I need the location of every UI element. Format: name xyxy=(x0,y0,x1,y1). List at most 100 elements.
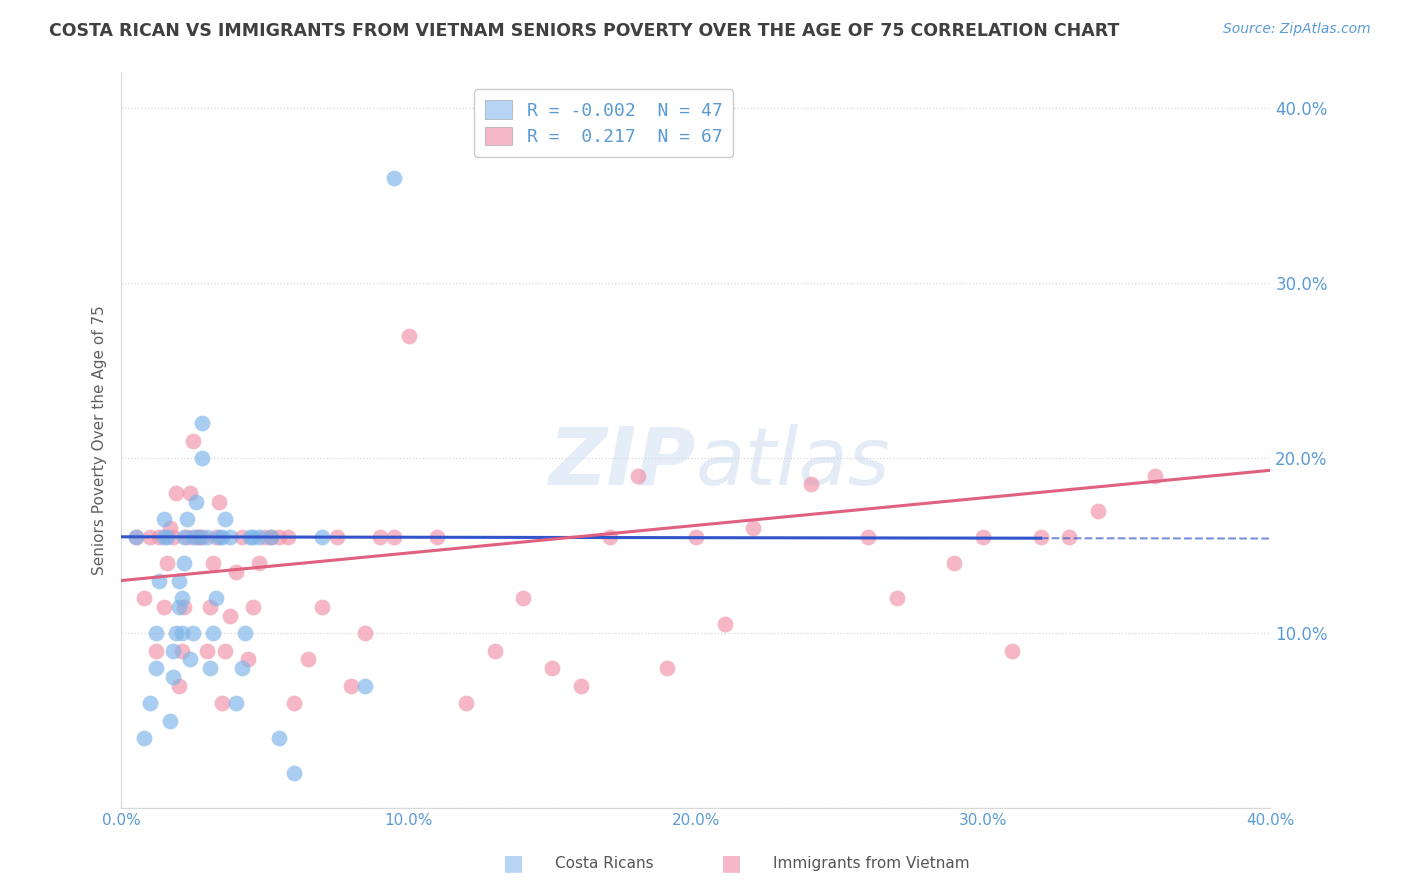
Point xyxy=(197,530,219,544)
Point xyxy=(225,565,247,579)
Point xyxy=(219,608,242,623)
Point xyxy=(253,530,276,544)
Point xyxy=(214,643,236,657)
Point xyxy=(231,661,253,675)
Point xyxy=(139,530,162,544)
Point xyxy=(742,521,765,535)
Point xyxy=(247,530,270,544)
Point xyxy=(856,530,879,544)
Point xyxy=(170,591,193,605)
Point xyxy=(233,626,256,640)
Point xyxy=(1029,530,1052,544)
Point xyxy=(190,416,212,430)
Point xyxy=(176,512,198,526)
Text: ZIP: ZIP xyxy=(548,424,696,501)
Point xyxy=(205,530,228,544)
Point xyxy=(200,661,222,675)
Point xyxy=(190,530,212,544)
Legend: R = -0.002  N = 47, R =  0.217  N = 67: R = -0.002 N = 47, R = 0.217 N = 67 xyxy=(474,89,734,157)
Point xyxy=(173,530,195,544)
Point xyxy=(205,591,228,605)
Point xyxy=(156,556,179,570)
Point xyxy=(179,486,201,500)
Point xyxy=(211,530,233,544)
Point xyxy=(202,626,225,640)
Point xyxy=(197,643,219,657)
Point xyxy=(170,626,193,640)
Point xyxy=(354,626,377,640)
Point xyxy=(181,530,204,544)
Point xyxy=(187,530,209,544)
Point xyxy=(165,626,187,640)
Point xyxy=(124,530,146,544)
Point xyxy=(311,530,333,544)
Point xyxy=(159,714,181,728)
Point xyxy=(972,530,994,544)
Point xyxy=(340,679,363,693)
Point xyxy=(454,696,477,710)
Point xyxy=(943,556,966,570)
Point xyxy=(148,574,170,588)
Point xyxy=(134,731,156,745)
Point xyxy=(153,530,176,544)
Point xyxy=(208,495,231,509)
Point xyxy=(134,591,156,605)
Point xyxy=(156,530,179,544)
Point xyxy=(173,556,195,570)
Point xyxy=(231,530,253,544)
Point xyxy=(145,626,167,640)
Text: COSTA RICAN VS IMMIGRANTS FROM VIETNAM SENIORS POVERTY OVER THE AGE OF 75 CORREL: COSTA RICAN VS IMMIGRANTS FROM VIETNAM S… xyxy=(49,22,1119,40)
Point xyxy=(1001,643,1024,657)
Point xyxy=(569,679,592,693)
Point xyxy=(200,599,222,614)
Point xyxy=(167,599,190,614)
Point xyxy=(283,766,305,780)
Point xyxy=(297,652,319,666)
Point xyxy=(685,530,707,544)
Point xyxy=(181,626,204,640)
Point xyxy=(1059,530,1081,544)
Point xyxy=(159,521,181,535)
Point xyxy=(1144,468,1167,483)
Text: Costa Ricans: Costa Ricans xyxy=(555,856,654,871)
Point xyxy=(426,530,449,544)
Point xyxy=(208,530,231,544)
Text: atlas: atlas xyxy=(696,424,890,501)
Point xyxy=(167,679,190,693)
Point xyxy=(259,530,281,544)
Point xyxy=(541,661,564,675)
Point xyxy=(153,512,176,526)
Point xyxy=(599,530,621,544)
Point xyxy=(179,652,201,666)
Point xyxy=(187,530,209,544)
Point xyxy=(382,530,405,544)
Point xyxy=(214,512,236,526)
Point xyxy=(242,599,264,614)
Point xyxy=(211,696,233,710)
Point xyxy=(368,530,391,544)
Point xyxy=(162,670,184,684)
Text: Source: ZipAtlas.com: Source: ZipAtlas.com xyxy=(1223,22,1371,37)
Point xyxy=(145,661,167,675)
Point xyxy=(239,530,262,544)
Point xyxy=(242,530,264,544)
Point xyxy=(162,643,184,657)
Point xyxy=(124,530,146,544)
Point xyxy=(219,530,242,544)
Point xyxy=(148,530,170,544)
Text: ■: ■ xyxy=(721,854,741,873)
Point xyxy=(153,599,176,614)
Point xyxy=(184,495,207,509)
Point xyxy=(176,530,198,544)
Point xyxy=(145,643,167,657)
Point xyxy=(800,477,823,491)
Point xyxy=(269,530,291,544)
Point xyxy=(184,530,207,544)
Point xyxy=(236,652,259,666)
Point xyxy=(1087,503,1109,517)
Point xyxy=(382,171,405,186)
Point xyxy=(167,574,190,588)
Text: ■: ■ xyxy=(503,854,523,873)
Point xyxy=(181,434,204,448)
Point xyxy=(325,530,347,544)
